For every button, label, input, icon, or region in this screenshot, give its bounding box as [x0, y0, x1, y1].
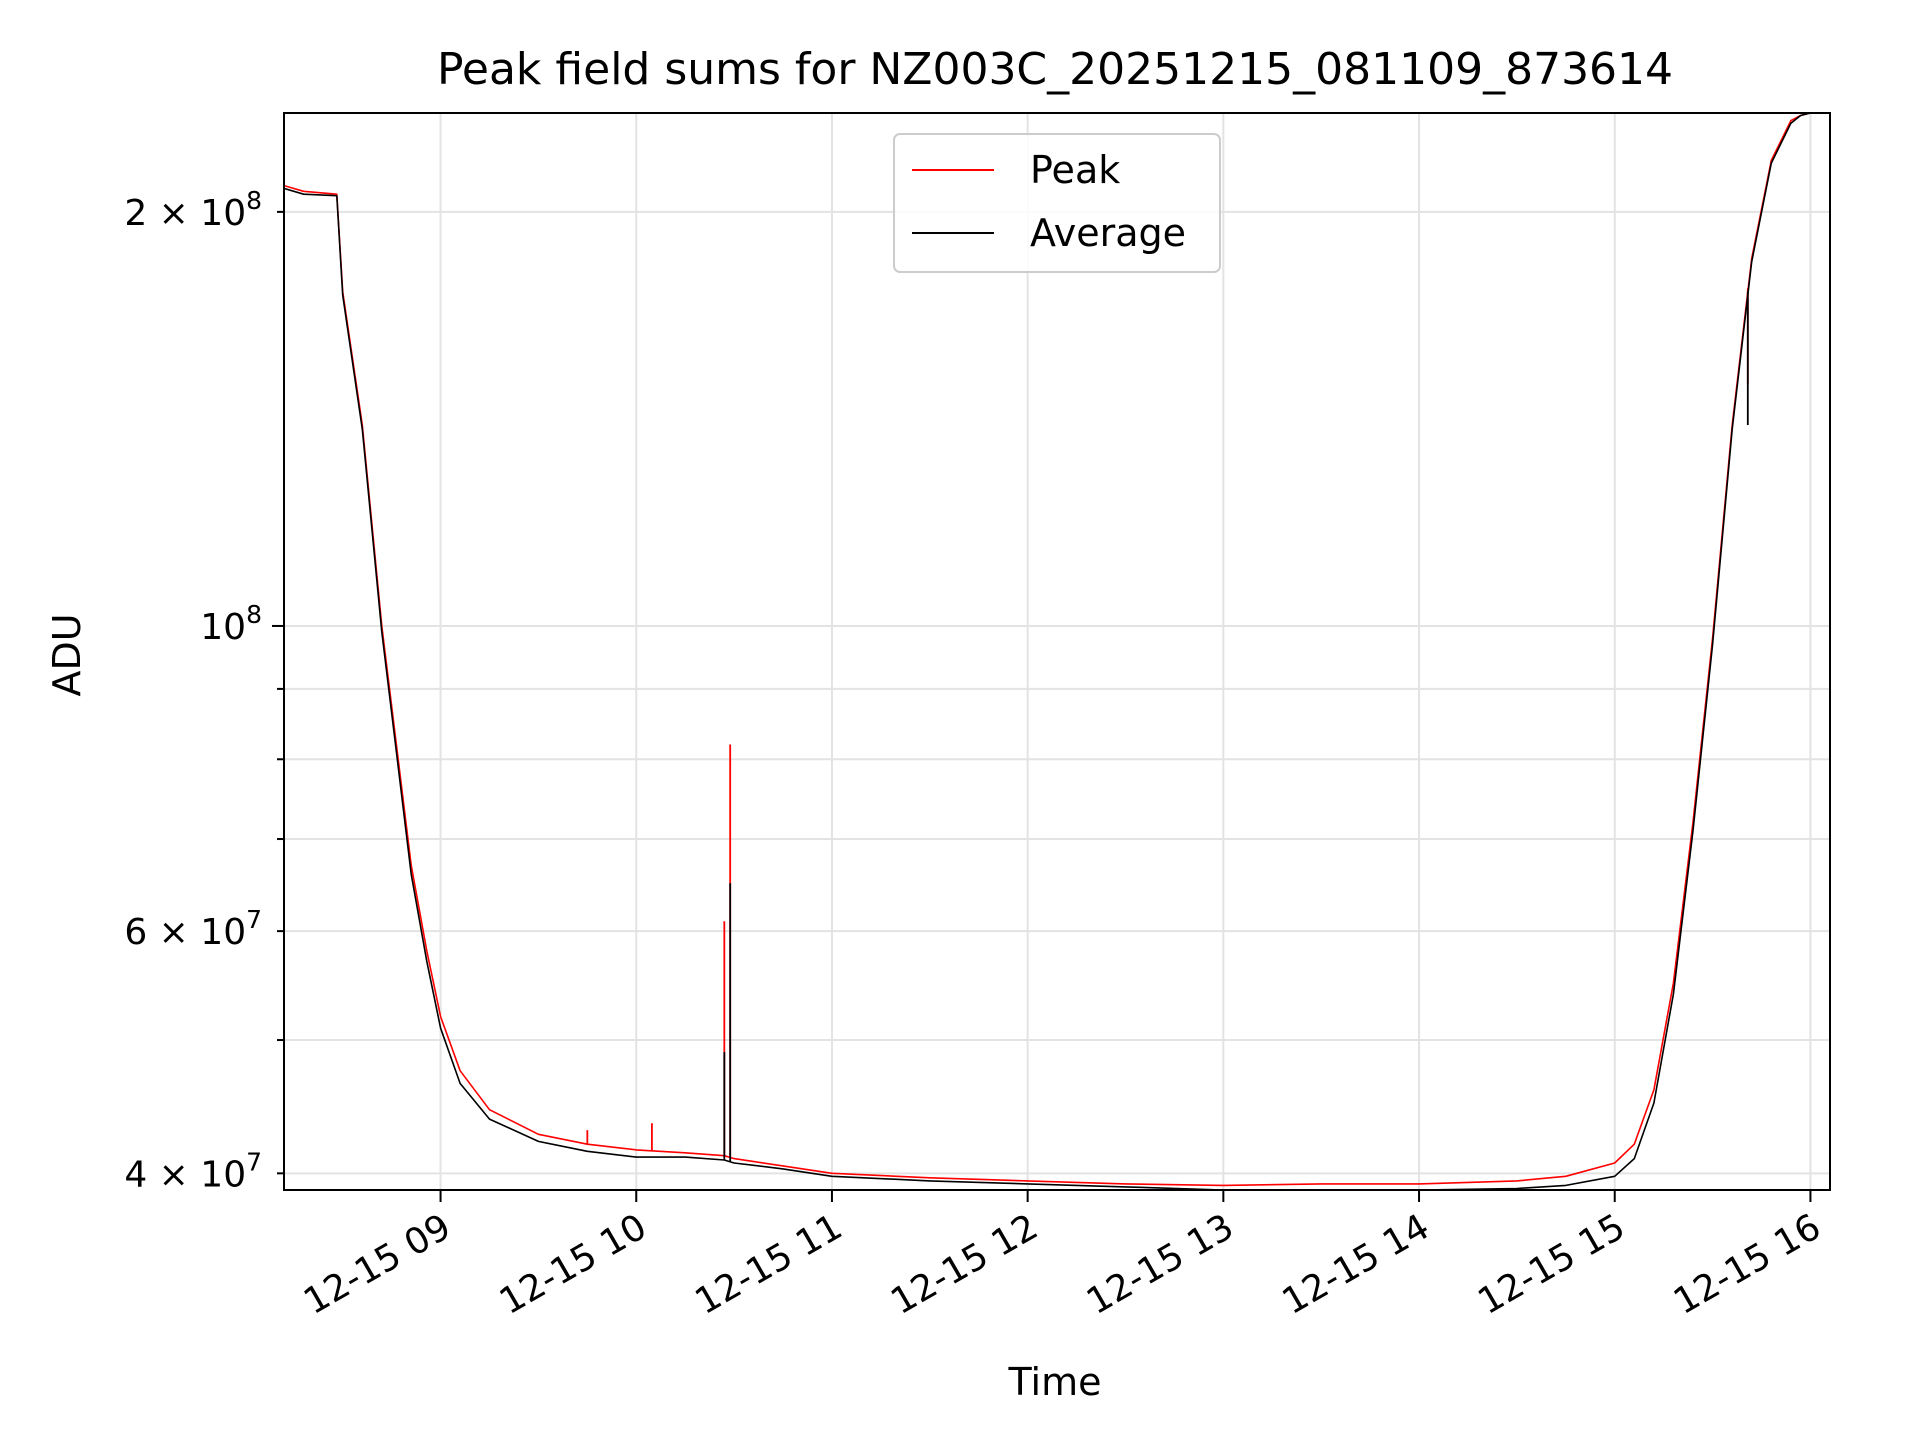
chart-title: Peak field sums for NZ003C_20251215_0811…: [437, 44, 1673, 95]
legend-box: [893, 133, 1221, 273]
legend: Peak Average: [893, 133, 1221, 273]
y-axis-ticks: 108 4 × 107 6 × 107 2 × 108: [124, 186, 284, 1195]
x-axis-label: Time: [1008, 1360, 1102, 1404]
legend-label-peak: Peak: [1030, 148, 1120, 192]
series-line-average: [284, 113, 1830, 1190]
y-tick-label: 2 × 108: [124, 186, 262, 234]
series-average: [284, 113, 1830, 1190]
y-tick-label: 108: [200, 600, 262, 648]
y-tick-label: 6 × 107: [124, 905, 262, 953]
axes-frame: [283, 112, 1831, 1191]
legend-label-average: Average: [1030, 211, 1186, 255]
y-tick-label: 4 × 107: [124, 1147, 262, 1195]
series-layer: [284, 113, 1830, 1190]
y-axis-label: ADU: [45, 613, 89, 696]
grid: [284, 113, 1830, 1190]
